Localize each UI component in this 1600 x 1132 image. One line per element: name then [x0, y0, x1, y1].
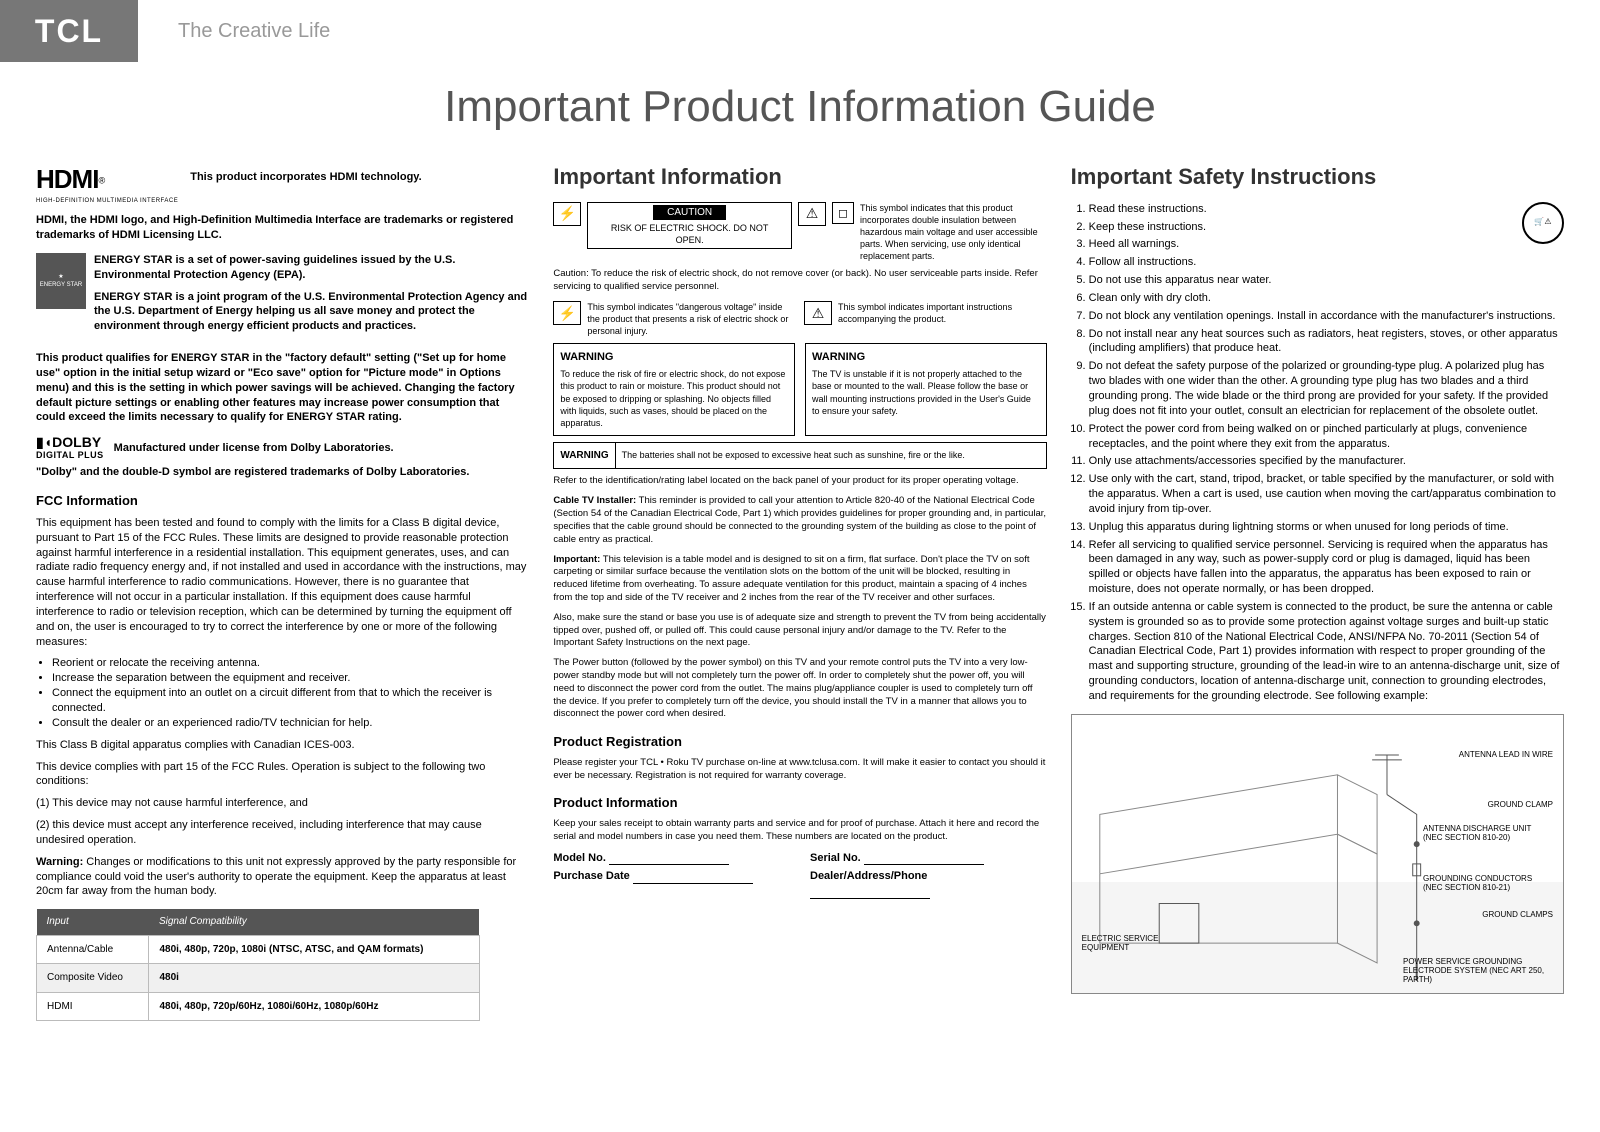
caution-note: Caution: To reduce the risk of electric …	[553, 268, 1046, 294]
estar-qualification: This product qualifies for ENERGY STAR i…	[36, 352, 515, 423]
columns: HDMI® HIGH-DEFINITION MULTIMEDIA INTERFA…	[0, 162, 1600, 1021]
fcc-bullet: Increase the separation between the equi…	[52, 671, 529, 686]
warning-triangle-icon: ⚠	[798, 202, 826, 226]
safety-list: Read these instructions. Keep these instr…	[1089, 202, 1564, 704]
tagline: The Creative Life	[178, 20, 330, 43]
fcc-p3: This device complies with part 15 of the…	[36, 760, 529, 790]
hdmi-intro: This product incorporates HDMI technolog…	[190, 170, 421, 185]
table-row: Composite Video480i	[37, 964, 480, 993]
safety-item: Read these instructions.	[1089, 202, 1564, 217]
product-info-fields-2: Purchase Date Dealer/Address/Phone	[553, 869, 1046, 899]
registration-text: Please register your TCL • Roku TV purch…	[553, 757, 1046, 783]
caution-box: CAUTION RISK OF ELECTRIC SHOCK. DO NOT O…	[587, 202, 792, 250]
energy-star-badge: ★ENERGY STAR	[36, 253, 86, 309]
safety-item: Keep these instructions.	[1089, 220, 1564, 235]
safety-item: Do not defeat the safety purpose of the …	[1089, 359, 1564, 418]
dolby-license: Manufactured under license from Dolby La…	[114, 441, 394, 456]
important-info-heading: Important Information	[553, 162, 1046, 192]
safety-item: Use only with the cart, stand, tripod, b…	[1089, 472, 1564, 517]
fcc-bullet: Consult the dealer or an experienced rad…	[52, 716, 529, 731]
product-info-text: Keep your sales receipt to obtain warran…	[553, 818, 1046, 844]
product-registration-heading: Product Registration	[553, 733, 1046, 751]
estar-p1: ENERGY STAR is a set of power-saving gui…	[94, 254, 455, 281]
safety-item: Refer all servicing to qualified service…	[1089, 538, 1564, 597]
column-left: HDMI® HIGH-DEFINITION MULTIMEDIA INTERFA…	[36, 162, 529, 1021]
main-title: Important Product Information Guide	[0, 82, 1600, 132]
product-info-heading: Product Information	[553, 794, 1046, 812]
fcc-cond1: (1) This device may not cause harmful in…	[36, 796, 529, 811]
double-insulation-icon: ◻	[832, 202, 854, 224]
safety-item: Follow all instructions.	[1089, 255, 1564, 270]
safety-item: Do not use this apparatus near water.	[1089, 273, 1564, 288]
safety-item: Clean only with dry cloth.	[1089, 291, 1564, 306]
caution-row: ⚡ CAUTION RISK OF ELECTRIC SHOCK. DO NOT…	[553, 202, 1046, 263]
product-info-fields-1: Model No. Serial No.	[553, 851, 1046, 866]
dolby-row: ▮◖DOLBY DIGITAL PLUS Manufactured under …	[36, 435, 529, 461]
safety-heading: Important Safety Instructions	[1071, 162, 1564, 192]
tcl-logo: TCL	[0, 0, 138, 62]
warning-bar-batteries: WARNINGThe batteries shall not be expose…	[553, 442, 1046, 470]
fcc-bullet: Connect the equipment into an outlet on …	[52, 686, 529, 716]
dolby-logo: ▮◖DOLBY DIGITAL PLUS	[36, 435, 104, 461]
fcc-bullets: Reorient or relocate the receiving anten…	[52, 656, 529, 730]
shock-icon: ⚡	[553, 202, 581, 226]
header: TCL The Creative Life	[0, 0, 1600, 62]
hdmi-trademark: HDMI, the HDMI logo, and High-Definition…	[36, 214, 513, 241]
column-right: Important Safety Instructions 🛒⚠ Read th…	[1071, 162, 1564, 1021]
safety-item: Do not install near any heat sources suc…	[1089, 327, 1564, 357]
grounding-diagram: ANTENNA LEAD IN WIRE GROUND CLAMP ANTENN…	[1071, 714, 1564, 994]
cart-tip-icon: 🛒⚠	[1522, 202, 1564, 244]
signal-table: InputSignal Compatibility Antenna/Cable4…	[36, 909, 480, 1021]
hdmi-logo: HDMI® HIGH-DEFINITION MULTIMEDIA INTERFA…	[36, 162, 178, 205]
fcc-p2: This Class B digital apparatus complies …	[36, 738, 529, 753]
safety-item: If an outside antenna or cable system is…	[1089, 600, 1564, 704]
table-row: Antenna/Cable480i, 480p, 720p, 1080i (NT…	[37, 935, 480, 964]
important-instructions-icon: ⚠	[804, 301, 832, 325]
danger-voltage-icon: ⚡	[553, 301, 581, 325]
safety-item: Unplug this apparatus during lightning s…	[1089, 520, 1564, 535]
dolby-trademark: "Dolby" and the double-D symbol are regi…	[36, 466, 469, 478]
table-row: HDMI480i, 480p, 720p/60Hz, 1080i/60Hz, 1…	[37, 992, 480, 1021]
energy-star-row: ★ENERGY STAR ENERGY STAR is a set of pow…	[36, 253, 529, 341]
warning-grid: WARNINGTo reduce the risk of fire or ele…	[553, 343, 1046, 436]
safety-item: Heed all warnings.	[1089, 237, 1564, 252]
warning-box-1: WARNINGTo reduce the risk of fire or ele…	[553, 343, 795, 436]
power-button-note: The Power button (followed by the power …	[553, 657, 1046, 721]
fcc-cond2: (2) this device must accept any interfer…	[36, 818, 529, 848]
fcc-heading: FCC Information	[36, 492, 529, 510]
column-middle: Important Information ⚡ CAUTION RISK OF …	[553, 162, 1046, 1021]
fcc-warning: Warning: Changes or modifications to thi…	[36, 855, 529, 900]
rating-label-note: Refer to the identification/rating label…	[553, 475, 1046, 488]
warning-box-2: WARNINGThe TV is unstable if it is not p…	[805, 343, 1047, 436]
safety-item: Do not block any ventilation openings. I…	[1089, 309, 1564, 324]
fcc-p1: This equipment has been tested and found…	[36, 516, 529, 650]
safety-item: Only use attachments/accessories specifi…	[1089, 454, 1564, 469]
estar-p2: ENERGY STAR is a joint program of the U.…	[94, 291, 527, 333]
double-insulation-text: This symbol indicates that this product …	[860, 202, 1047, 263]
symbol-row: ⚡This symbol indicates "dangerous voltag…	[553, 301, 1046, 337]
cable-installer: Cable TV Installer: This reminder is pro…	[553, 495, 1046, 546]
safety-item: Protect the power cord from being walked…	[1089, 422, 1564, 452]
important-table-model: Important: This television is a table mo…	[553, 554, 1046, 605]
fcc-bullet: Reorient or relocate the receiving anten…	[52, 656, 529, 671]
stand-note: Also, make sure the stand or base you us…	[553, 612, 1046, 650]
